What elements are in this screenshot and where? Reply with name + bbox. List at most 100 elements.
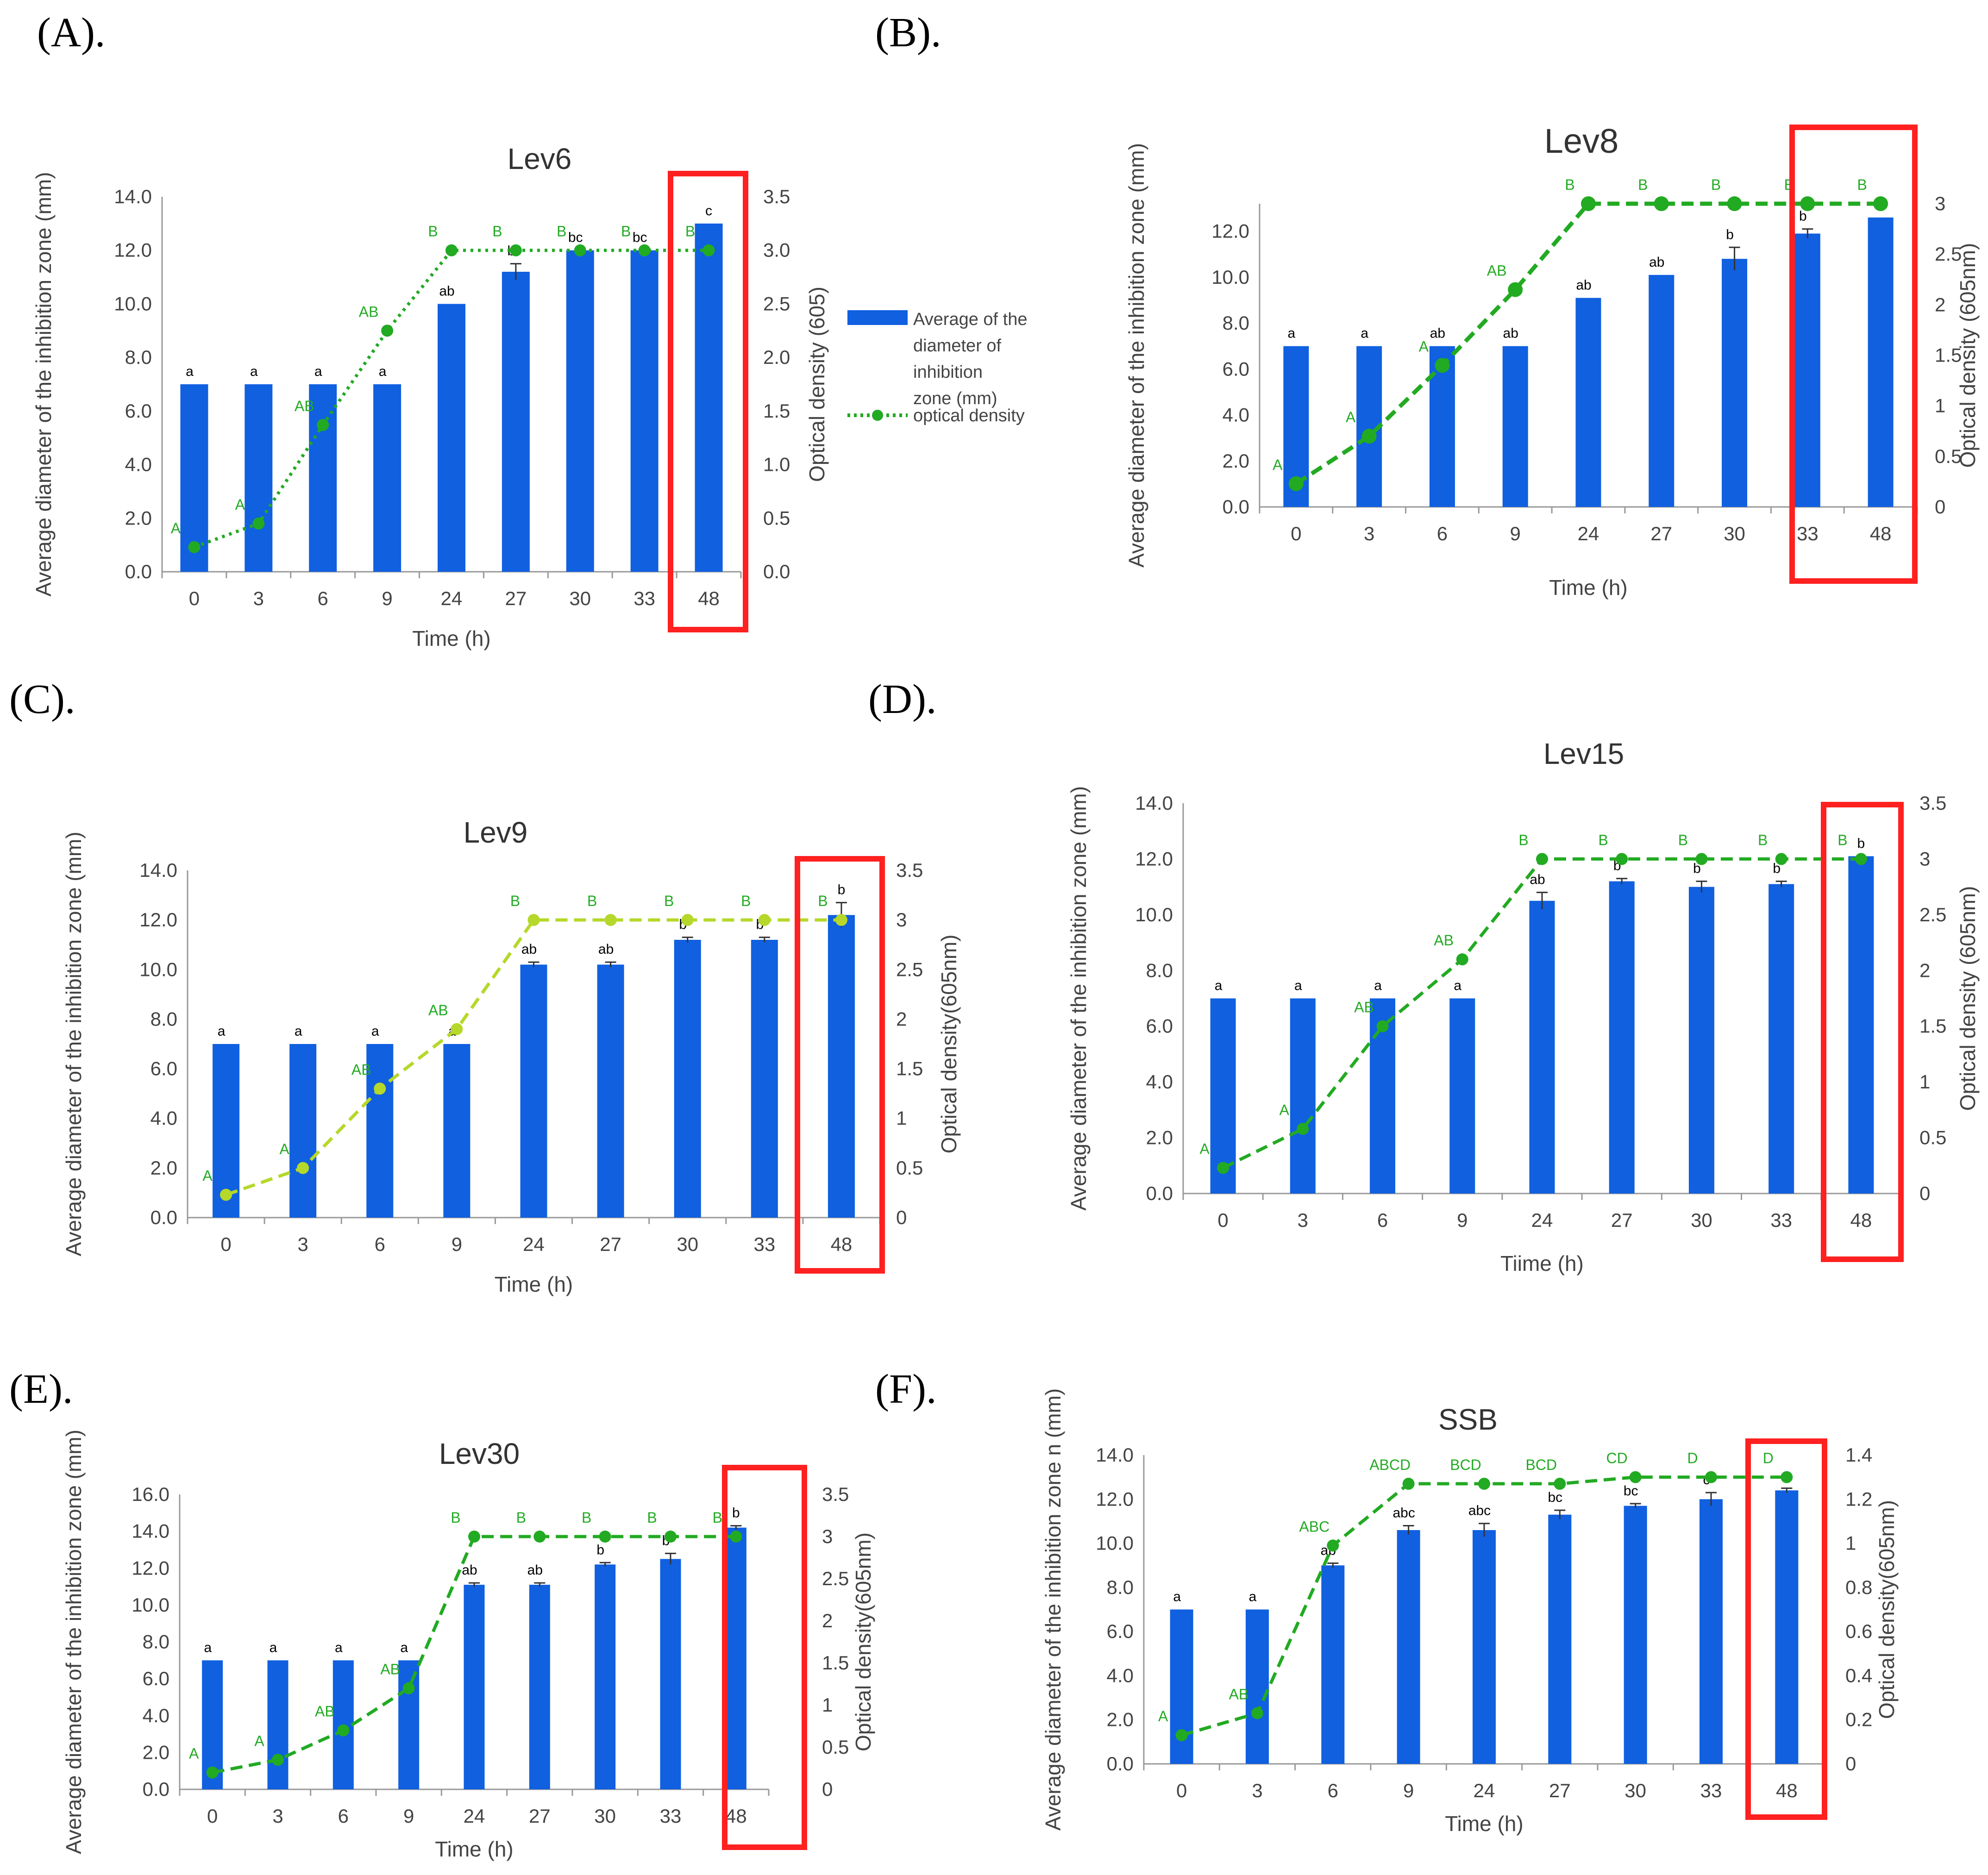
od-point	[638, 244, 651, 256]
od-point	[509, 244, 522, 256]
bar-sig-label: b	[732, 1506, 740, 1521]
bar	[1502, 346, 1528, 507]
bar	[1548, 1514, 1572, 1764]
y-tick-label: 8.0	[125, 346, 152, 368]
od-sig-label: CD	[1606, 1450, 1628, 1467]
y2-tick-label: 0	[1935, 496, 1945, 518]
chart-title: Lev30	[439, 1437, 520, 1470]
highlight-box-48h	[1789, 125, 1918, 584]
y-tick-label: 12.0	[114, 239, 152, 261]
bar-sig-label: ab	[462, 1562, 477, 1578]
od-sig-label: ABC	[1299, 1518, 1330, 1535]
chart-title: Lev15	[1543, 737, 1624, 770]
y2-tick-label: 0.5	[1919, 1127, 1946, 1149]
y2-tick-label: 3.0	[763, 239, 790, 261]
od-point	[1727, 196, 1742, 211]
y-tick-label: 6.0	[151, 1058, 177, 1080]
y-tick-label: 2.0	[1107, 1709, 1134, 1731]
legend-bar-label: Average of the diameter of inhibition zone …	[913, 310, 1027, 408]
bar-sig-label: a	[1215, 978, 1223, 994]
bar-sig-label: abc	[1392, 1505, 1415, 1520]
x-axis-title: Time (h)	[1445, 1812, 1524, 1836]
od-sig-label: AB	[380, 1661, 400, 1678]
od-sig-label: B	[451, 1509, 460, 1526]
y-tick-label: 2.0	[1146, 1127, 1173, 1149]
od-point	[402, 1682, 415, 1694]
od-point	[835, 914, 847, 926]
x-tick-label: 9	[382, 588, 392, 609]
od-sig-label: B	[741, 893, 751, 909]
y2-tick-label: 3	[822, 1525, 833, 1547]
od-sig-label: B	[621, 223, 631, 240]
od-sig-label: BCD	[1450, 1456, 1481, 1473]
y-tick-label: 14.0	[1096, 1444, 1134, 1466]
od-sig-label: A	[1273, 456, 1283, 473]
y-tick-label: 10.0	[139, 958, 177, 980]
y2-tick-label: 0.5	[763, 507, 790, 529]
y2-tick-label: 0.5	[896, 1157, 923, 1179]
bar	[1321, 1565, 1345, 1764]
x-tick-label: 3	[297, 1233, 308, 1255]
x-tick-label: 9	[403, 1805, 414, 1827]
x-tick-label: 24	[1578, 523, 1599, 544]
od-sig-label: B	[1599, 831, 1608, 848]
x-tick-label: 0	[207, 1805, 218, 1827]
panel-label: (F).	[875, 1366, 937, 1412]
od-point	[445, 244, 458, 256]
bar	[1609, 881, 1635, 1194]
chart-title: Lev9	[464, 816, 528, 849]
od-point	[574, 244, 586, 256]
od-point	[451, 1023, 463, 1035]
y-tick-label: 14.0	[1135, 792, 1173, 814]
x-tick-label: 24	[464, 1805, 485, 1827]
x-tick-label: 24	[523, 1233, 545, 1255]
bar-sig-label: a	[379, 364, 387, 379]
y2-tick-label: 0.2	[1845, 1709, 1872, 1731]
bar	[1700, 1499, 1723, 1764]
y2-tick-label: 2.5	[1919, 904, 1946, 925]
legend-line-marker	[872, 410, 883, 421]
x-tick-label: 3	[1252, 1780, 1262, 1801]
od-sig-label: AB	[295, 398, 314, 414]
od-sig-label: B	[510, 893, 520, 909]
od-sig-label: B	[1711, 176, 1721, 193]
bar	[213, 1044, 240, 1218]
y2-tick-label: 0.4	[1845, 1664, 1872, 1686]
od-sig-label: ABCD	[1369, 1456, 1411, 1473]
bar	[674, 940, 701, 1218]
bar-sig-label: a	[335, 1640, 343, 1655]
y2-tick-label: 0	[896, 1206, 907, 1228]
x-tick-label: 48	[698, 588, 720, 609]
od-point	[1456, 953, 1468, 966]
x-tick-label: 48	[1776, 1780, 1798, 1801]
x-tick-label: 27	[1549, 1780, 1571, 1801]
x-tick-label: 24	[1531, 1209, 1553, 1231]
od-sig-label: A	[1419, 338, 1429, 355]
y-tick-label: 12.0	[1135, 848, 1173, 869]
od-point	[599, 1531, 611, 1543]
x-tick-label: 48	[831, 1233, 853, 1255]
od-sig-label: B	[818, 893, 828, 909]
od-line	[225, 918, 841, 1197]
y-tick-label: 10.0	[1211, 266, 1249, 288]
od-point	[1654, 196, 1669, 211]
od-point	[1508, 282, 1523, 297]
y2-axis-title: Optical density (605nm)	[1956, 886, 1980, 1111]
bar-sig-label: a	[314, 364, 322, 379]
y-axis-title: Average diameter of the inhibition zone …	[31, 172, 56, 596]
bar-sig-label: b	[1799, 209, 1807, 224]
od-sig-label: A	[171, 520, 181, 537]
od-point	[1402, 1477, 1415, 1490]
y2-tick-label: 0.5	[1935, 445, 1962, 467]
od-sig-label: B	[587, 893, 597, 909]
y2-tick-label: 1.0	[763, 454, 790, 475]
y-tick-label: 4.0	[1223, 404, 1249, 426]
y2-tick-label: 3.5	[896, 859, 923, 881]
y-tick-label: 8.0	[143, 1631, 169, 1653]
y-tick-label: 6.0	[1107, 1620, 1134, 1642]
y2-tick-label: 1	[822, 1694, 833, 1716]
bar-sig-label: c	[705, 203, 712, 219]
y2-axis-title: Optical density (605nm)	[1956, 243, 1980, 468]
bar-sig-label: a	[186, 364, 194, 379]
